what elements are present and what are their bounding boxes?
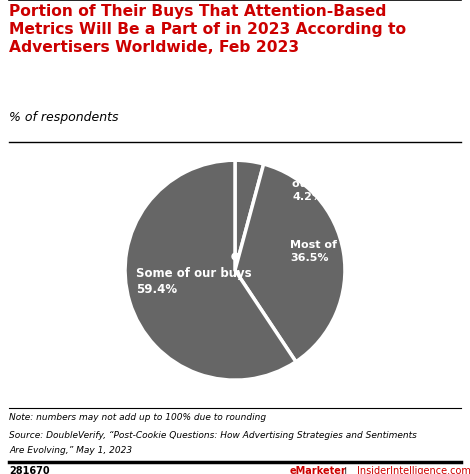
Text: Portion of Their Buys That Attention-Based
Metrics Will Be a Part of in 2023 Acc: Portion of Their Buys That Attention-Bas… — [9, 4, 407, 55]
Text: Are Evolving,” May 1, 2023: Are Evolving,” May 1, 2023 — [9, 446, 133, 455]
Text: Most of our buys
36.5%: Most of our buys 36.5% — [290, 240, 395, 263]
Text: Some of our buys
59.4%: Some of our buys 59.4% — [136, 267, 251, 296]
Text: |: | — [341, 466, 351, 474]
Text: 281670: 281670 — [9, 466, 50, 474]
Text: eMarketer: eMarketer — [289, 466, 346, 474]
Wedge shape — [235, 164, 345, 362]
Wedge shape — [125, 160, 296, 380]
Wedge shape — [235, 160, 264, 270]
Text: Source: DoubleVerify, “Post-Cookie Questions: How Advertising Strategies and Sen: Source: DoubleVerify, “Post-Cookie Quest… — [9, 431, 417, 440]
Text: Note: numbers may not add up to 100% due to rounding: Note: numbers may not add up to 100% due… — [9, 413, 266, 422]
Text: None of
our buys
4.2%: None of our buys 4.2% — [292, 167, 347, 202]
Text: % of respondents: % of respondents — [9, 111, 119, 124]
Text: InsiderIntelligence.com: InsiderIntelligence.com — [357, 466, 470, 474]
